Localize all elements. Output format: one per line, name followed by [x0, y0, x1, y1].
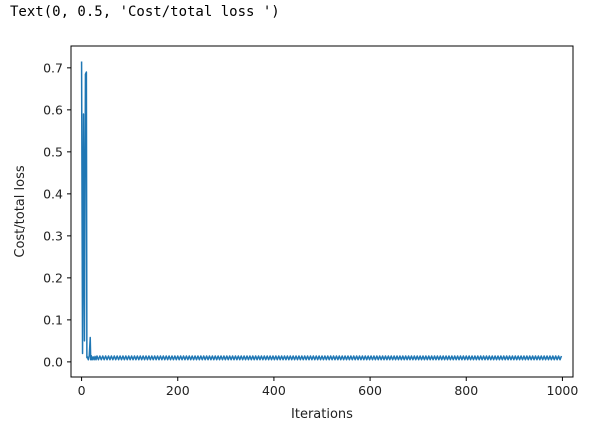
y-axis-label: Cost/total loss — [13, 165, 28, 257]
x-tick-label: 800 — [454, 383, 478, 398]
ticks: 0 200 400 600 800 1000 0.0 0.1 0.2 0.3 0.4 0.5 0.6 0.… — [43, 60, 578, 398]
x-tick-label: 600 — [358, 383, 382, 398]
axes-box — [70, 45, 574, 378]
x-tick-label: 200 — [166, 383, 190, 398]
y-tick-label: 0.0 — [43, 354, 63, 369]
y-tick-label: 0.5 — [43, 144, 63, 159]
loss-series-line — [80, 61, 563, 361]
y-tick-label: 0.2 — [43, 270, 63, 285]
cell-output-text: Text(0, 0.5, 'Cost/total loss ') — [10, 4, 280, 20]
y-tick-label: 0.6 — [43, 102, 63, 117]
y-tick-label: 0.4 — [43, 186, 63, 201]
x-axis-label: Iterations — [291, 407, 353, 422]
y-tick-label: 0.7 — [43, 60, 63, 75]
y-tick-label: 0.3 — [43, 228, 63, 243]
plot-area — [80, 61, 563, 361]
x-tick-label: 1000 — [547, 383, 579, 398]
x-tick-label: 0 — [78, 383, 86, 398]
x-tick-label: 400 — [262, 383, 286, 398]
axes-frame — [70, 45, 574, 378]
y-tick-label: 0.1 — [43, 312, 63, 327]
